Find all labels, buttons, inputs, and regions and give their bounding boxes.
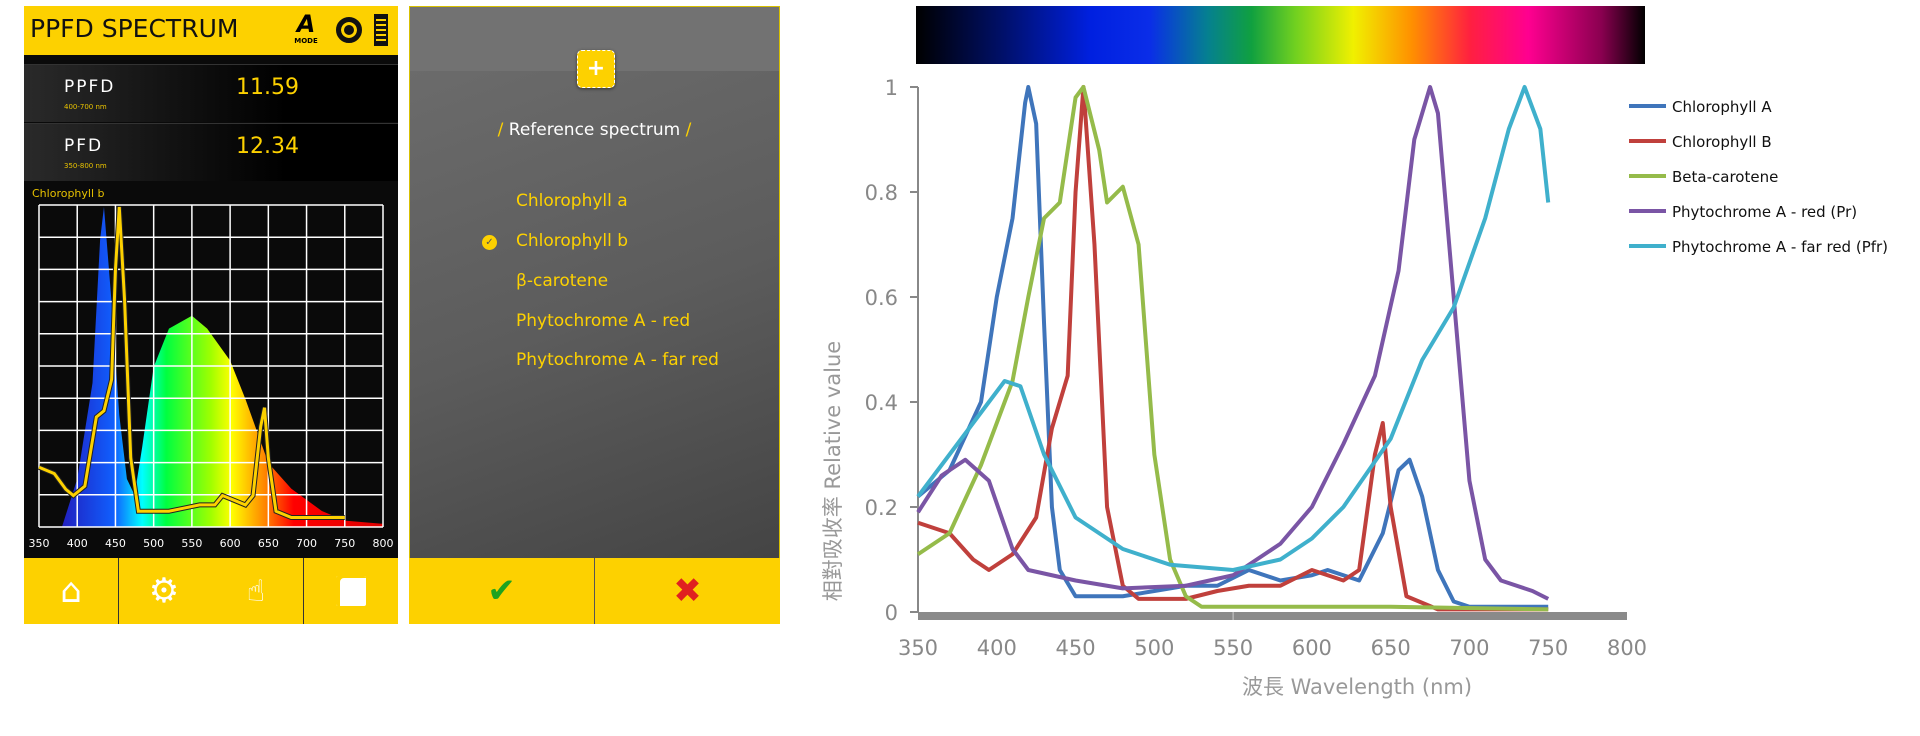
reference-item-beta-carotene[interactable]: β-carotene [516, 271, 609, 291]
x-axis-line [918, 612, 1627, 620]
series-line-0 [916, 85, 1549, 609]
touch-icon: ☝ [246, 573, 266, 609]
save-button[interactable] [304, 558, 398, 624]
gear-icon: ⚙ [148, 571, 180, 611]
x-tick-label: 400 [977, 636, 1017, 660]
home-icon: ⌂ [60, 571, 82, 611]
x-tick-label: 550 [1213, 636, 1253, 660]
series-line-1 [917, 85, 1549, 612]
reference-spectrum-dialog: + / Reference spectrum / ✓ Chlorophyll a… [409, 6, 780, 624]
legend-label: Phytochrome A - red (Pr) [1672, 203, 1857, 221]
save-icon [336, 576, 366, 606]
x-tick-label: 450 [1056, 636, 1096, 660]
y-tick-label: 1 [885, 76, 898, 100]
y-tick-label: 0.6 [865, 286, 898, 310]
pfd-reading: PFD 350-800 nm 12.34 [24, 123, 398, 181]
x-tick-label: 650 [258, 537, 279, 550]
checkmark-icon: ✔ [487, 571, 516, 611]
spectrum-color-bar [916, 6, 1645, 64]
touch-button[interactable]: ☝ [209, 558, 303, 624]
x-tick-label: 550 [181, 537, 202, 550]
x-tick-label: 400 [67, 537, 88, 550]
y-tick-label: 0 [885, 601, 898, 625]
dialog-title-text: Reference spectrum [508, 120, 681, 140]
app-header: PPFD SPECTRUM A MODE [24, 6, 398, 55]
reference-item-chlorophyll-a[interactable]: Chlorophyll a [516, 191, 628, 211]
legend-label: Chlorophyll A [1672, 98, 1772, 116]
ppfd-value: 11.59 [236, 75, 299, 100]
x-tick-label: 800 [373, 537, 394, 550]
dialog-actions: ✔ ✖ [409, 558, 780, 624]
x-tick-label: 800 [1607, 636, 1647, 660]
y-tick-label: 0.2 [865, 496, 898, 520]
pfd-value: 12.34 [236, 134, 299, 159]
pfd-label: PFD [64, 136, 104, 156]
battery-icon [374, 14, 388, 46]
x-tick-label: 500 [1134, 636, 1174, 660]
series-line-2 [916, 85, 1549, 612]
x-tick-label: 750 [1528, 636, 1568, 660]
home-button[interactable]: ⌂ [24, 558, 118, 624]
dialog-title: / Reference spectrum / [410, 120, 779, 140]
y-tick-label: 0.8 [865, 181, 898, 205]
overlay-label: Chlorophyll b [32, 187, 105, 200]
x-tick-label: 750 [334, 537, 355, 550]
series-line-3 [916, 85, 1550, 601]
x-tick-label: 450 [105, 537, 126, 550]
pfd-range: 350-800 nm [64, 162, 107, 170]
y-axis-title: 相對吸收率 Relative value [821, 341, 845, 601]
aperture-icon[interactable] [336, 17, 362, 43]
mode-icon[interactable]: A MODE [292, 11, 320, 51]
reference-item-phytochrome-far-red[interactable]: Phytochrome A - far red [516, 350, 719, 370]
x-axis-title: 波長 Wavelength (nm) [1242, 675, 1472, 699]
bottom-toolbar: ⌂ ⚙ ☝ [24, 558, 398, 624]
legend-label: Chlorophyll B [1672, 133, 1772, 151]
app-title: PPFD SPECTRUM [30, 14, 239, 43]
ppfd-range: 400-700 nm [64, 103, 107, 111]
y-tick-label: 0.4 [865, 391, 898, 415]
close-icon: ✖ [673, 571, 702, 611]
series-line-4 [916, 85, 1551, 572]
x-tick-label: 350 [29, 537, 50, 550]
title-slash: / [497, 120, 504, 140]
mode-label: MODE [294, 37, 318, 45]
add-spectrum-icon: + [577, 50, 615, 88]
x-tick-label: 650 [1371, 636, 1411, 660]
reference-item-phytochrome-red[interactable]: Phytochrome A - red [516, 311, 691, 331]
x-tick-label: 350 [898, 636, 938, 660]
x-tick-label: 700 [296, 537, 317, 550]
legend-label: Beta-carotene [1672, 168, 1778, 186]
ppfd-app-screen: PPFD SPECTRUM A MODE PPFD 400-700 nm 11.… [24, 6, 398, 624]
overlay-line [38, 206, 345, 519]
settings-button[interactable]: ⚙ [119, 558, 209, 624]
x-tick-label: 700 [1449, 636, 1489, 660]
x-tick-label: 600 [1292, 636, 1332, 660]
legend-label: Phytochrome A - far red (Pfr) [1672, 238, 1888, 256]
check-circle-icon: ✓ [482, 235, 497, 250]
spectrum-chart: 350 400 450 500 550 600 650 700 750 800 [29, 204, 394, 550]
ppfd-reading: PPFD 400-700 nm 11.59 [24, 64, 398, 122]
confirm-button[interactable]: ✔ [409, 558, 594, 624]
title-slash: / [685, 120, 692, 140]
reference-item-chlorophyll-b[interactable]: Chlorophyll b [516, 231, 629, 251]
light-spectrum-area [61, 207, 383, 527]
cancel-button[interactable]: ✖ [595, 558, 780, 624]
x-tick-label: 600 [220, 537, 241, 550]
ppfd-label: PPFD [64, 77, 116, 97]
x-tick-label: 500 [143, 537, 164, 550]
